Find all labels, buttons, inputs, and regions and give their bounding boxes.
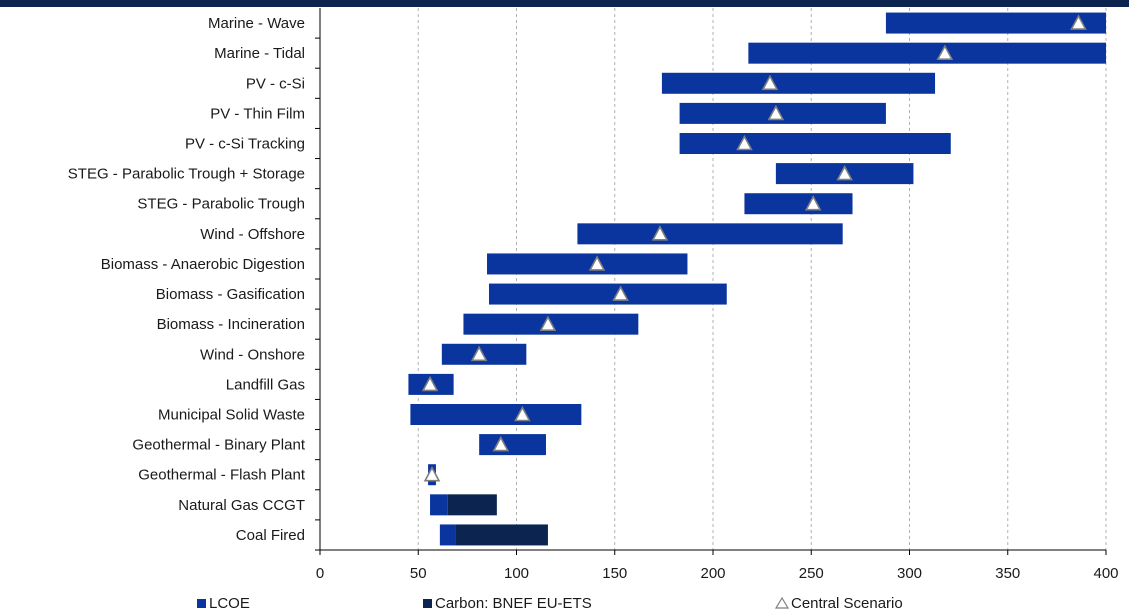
central-scenario-marker [936, 44, 954, 60]
lcoe-bar [439, 524, 456, 546]
legend-label-lcoe: LCOE [209, 595, 250, 612]
central-scenario-marker [492, 435, 510, 452]
category-label: Biomass - Gasification [156, 286, 305, 303]
central-scenario-marker [767, 104, 785, 121]
x-tick-label: 150 [602, 565, 627, 582]
central-scenario-marker [423, 466, 441, 482]
lcoe-bar [661, 72, 936, 94]
category-label: Biomass - Incineration [157, 316, 305, 333]
x-tick-label: 100 [504, 565, 529, 582]
top-accent-bar [0, 0, 1129, 7]
lcoe-bar [679, 133, 951, 154]
bars [408, 12, 1106, 546]
category-label: Wind - Onshore [200, 346, 305, 363]
central-scenario-marker [539, 315, 557, 331]
category-labels: Marine - Wave Marine - Tidal PV - c-Si PV -… [68, 15, 320, 551]
lcoe-bar [479, 434, 546, 456]
category-label: Geothermal - Binary Plant [132, 437, 305, 454]
legend-marker-central [774, 596, 790, 609]
lcoe-bar [748, 42, 1106, 64]
x-tick-label: 0 [316, 565, 324, 582]
central-scenario-marker [588, 255, 606, 271]
central-scenario-marker [761, 74, 779, 91]
lcoe-bar [744, 193, 853, 215]
x-tick-label: 250 [799, 565, 824, 582]
lcoe-bar [487, 253, 688, 275]
lcoe-bar [410, 404, 582, 425]
category-label: Coal Fired [236, 527, 305, 544]
central-scenario-marker [612, 285, 629, 301]
legend: LCOE Carbon: BNEF EU-ETS Central Scenari… [197, 595, 903, 612]
legend-label-carbon: Carbon: BNEF EU-ETS [435, 595, 592, 612]
legend-label-central: Central Scenario [791, 595, 903, 612]
central-scenario-marker [421, 375, 439, 392]
category-label: Marine - Wave [208, 15, 305, 32]
gridlines [417, 8, 1107, 550]
x-tick-label: 350 [995, 565, 1020, 582]
category-label: PV - c-Si Tracking [185, 136, 305, 153]
category-label: Geothermal - Flash Plant [138, 467, 306, 484]
lcoe-bar [441, 343, 527, 365]
legend-swatch-lcoe [197, 599, 206, 608]
lcoe-bar [679, 102, 886, 124]
category-label: Wind - Offshore [200, 226, 305, 243]
legend-swatch-carbon [423, 599, 432, 608]
category-label: STEG - Parabolic Trough [137, 196, 305, 213]
central-scenario-marker [1070, 14, 1087, 30]
carbon-bar [455, 524, 548, 546]
category-label: PV - Thin Film [210, 105, 305, 122]
lcoe-bar [885, 12, 1106, 34]
carbon-bar [447, 494, 497, 516]
x-tick-label: 200 [700, 565, 725, 582]
x-tick-label: 300 [897, 565, 922, 582]
category-label: Marine - Tidal [214, 45, 305, 62]
category-label: PV - c-Si [246, 75, 305, 92]
lcoe-bar [488, 283, 727, 305]
category-label: Municipal Solid Waste [158, 407, 305, 424]
lcoe-bar [430, 494, 448, 516]
lcoe-bar [577, 223, 843, 245]
category-label: Landfill Gas [226, 376, 305, 393]
central-scenario-marker [804, 195, 822, 211]
central-scenario-marker [514, 405, 531, 422]
x-tick-label: 400 [1093, 565, 1118, 582]
category-label: STEG - Parabolic Trough + Storage [68, 166, 305, 183]
x-axis-ticks: 0 50 100 150 200 250 300 350 400 [316, 550, 1119, 582]
central-scenario-markers [421, 14, 1087, 482]
central-scenario-marker [470, 345, 488, 362]
central-scenario-marker [736, 134, 753, 151]
x-tick-label: 50 [410, 565, 427, 582]
category-label: Biomass - Anaerobic Digestion [101, 256, 305, 273]
central-scenario-marker [651, 225, 669, 241]
central-scenario-marker [836, 164, 853, 181]
category-label: Natural Gas CCGT [178, 497, 305, 514]
